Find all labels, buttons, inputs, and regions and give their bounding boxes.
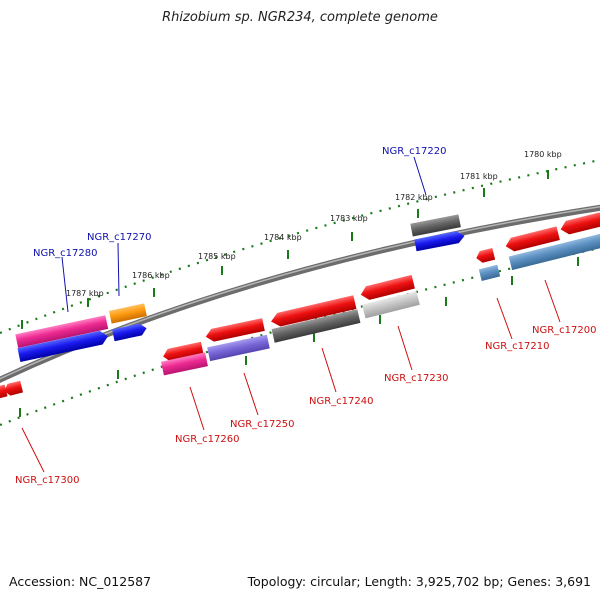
label-NGR_c17300[interactable]: NGR_c17300 (15, 475, 80, 486)
gene-NGR_c17210-lower[interactable] (478, 264, 501, 281)
leader-NGR_c17240 (321, 347, 337, 393)
gene-red-upper-4[interactable] (359, 274, 415, 302)
gene-NGR_c17230[interactable] (362, 291, 420, 319)
scale-track-upper (0, 158, 600, 335)
label-NGR_c17200[interactable]: NGR_c17200 (532, 325, 597, 336)
scale-labels: 1787 kbp 1786 kbp 1785 kbp 1784 kbp 1783… (66, 150, 562, 298)
scale-label-1781: 1781 kbp (460, 172, 498, 181)
leader-NGR_c17210 (496, 297, 513, 340)
label-NGR_c17210[interactable]: NGR_c17210 (485, 341, 550, 352)
scale-label-1785: 1785 kbp (198, 252, 236, 261)
scale-label-1784: 1784 kbp (264, 233, 302, 242)
gene-NGR_c17220-dark[interactable] (410, 214, 461, 237)
gene-blue-lower-1[interactable] (17, 329, 110, 362)
label-NGR_c17220[interactable]: NGR_c17220 (382, 146, 447, 157)
gene-red-upper-3[interactable] (270, 295, 357, 328)
scale-label-1782: 1782 kbp (395, 193, 433, 202)
gene-NGR_c17220-blue[interactable] (414, 230, 465, 252)
leader-NGR_c17280 (61, 256, 69, 313)
gene-NGR_c17260-lower[interactable] (161, 352, 208, 376)
gene-NGR_c17280[interactable] (15, 315, 109, 349)
label-NGR_c17230[interactable]: NGR_c17230 (384, 373, 449, 384)
gene-red-upper-7[interactable] (559, 212, 600, 236)
gene-red-upper-2[interactable] (204, 318, 265, 343)
label-leaders (21, 156, 561, 473)
gene-red-upper-6[interactable] (504, 226, 560, 253)
gene-labels: NGR_c17280 NGR_c17270 NGR_c17220 NGR_c17… (15, 146, 597, 486)
scale-major-ticks (19, 170, 579, 417)
leader-NGR_c17270 (117, 242, 120, 297)
scale-label-1786: 1786 kbp (132, 271, 170, 280)
label-NGR_c17240[interactable]: NGR_c17240 (309, 396, 374, 407)
genes-upper-strand (0, 212, 600, 400)
gene-NGR_c17270[interactable] (108, 303, 147, 324)
leader-NGR_c17220 (413, 156, 427, 196)
leader-NGR_c17230 (397, 325, 413, 371)
page-title: Rhizobium sp. NGR234, complete genome (162, 10, 438, 25)
gene-NGR_c17200[interactable] (508, 233, 600, 271)
scale-label-1783: 1783 kbp (330, 214, 368, 223)
genome-summary-text: Topology: circular; Length: 3,925,702 bp… (247, 574, 591, 589)
label-NGR_c17270[interactable]: NGR_c17270 (87, 232, 152, 243)
leader-NGR_c17260 (189, 386, 205, 431)
gene-blue-lower-2[interactable] (112, 322, 148, 342)
label-NGR_c17280[interactable]: NGR_c17280 (33, 248, 98, 259)
genes-lower-strand (17, 230, 600, 376)
scale-label-1780: 1780 kbp (524, 150, 562, 159)
gene-NGR_c17300-upper[interactable] (0, 380, 24, 400)
scale-label-1787: 1787 kbp (66, 289, 104, 298)
gene-NGR_c17210-upper[interactable] (475, 248, 496, 264)
gene-NGR_c17240[interactable] (271, 309, 361, 343)
gene-NGR_c17250[interactable] (207, 334, 270, 362)
leader-NGR_c17200 (544, 279, 561, 323)
leader-NGR_c17300 (21, 427, 45, 473)
leader-NGR_c17250 (243, 372, 259, 416)
label-NGR_c17260[interactable]: NGR_c17260 (175, 434, 240, 445)
accession-text: Accession: NC_012587 (9, 574, 152, 589)
label-NGR_c17250[interactable]: NGR_c17250 (230, 419, 295, 430)
